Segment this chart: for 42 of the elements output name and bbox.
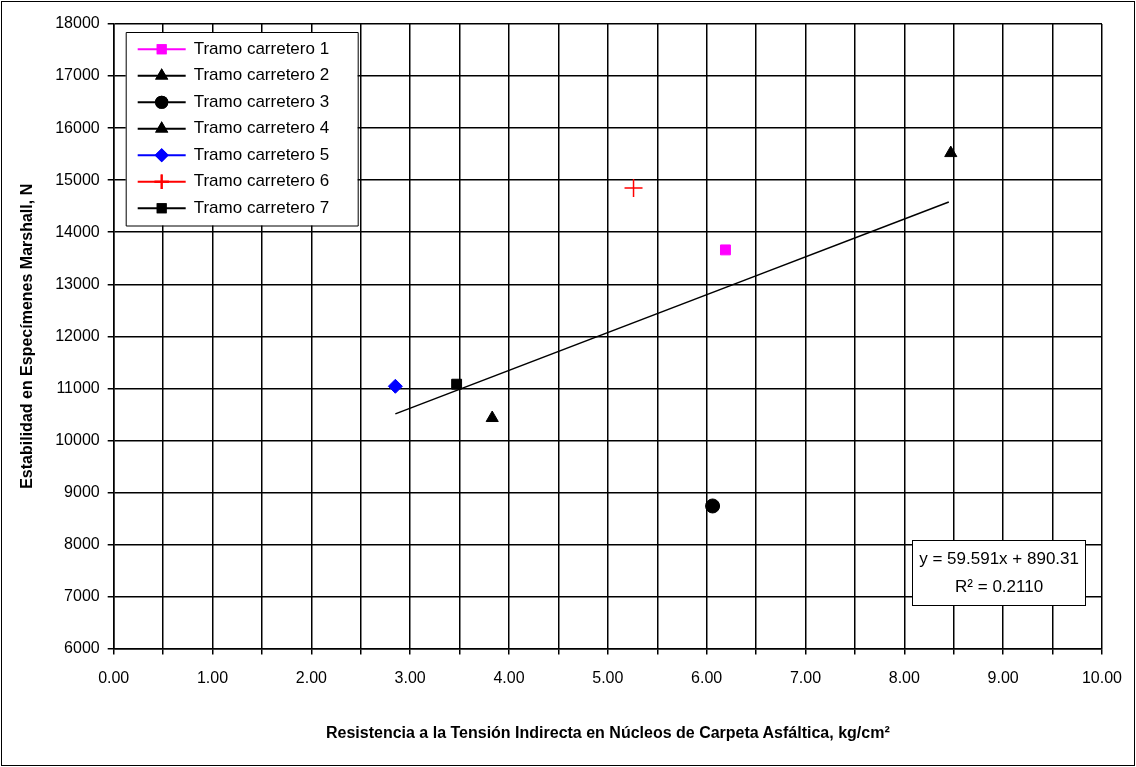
point xyxy=(944,145,958,158)
legend-label: Tramo carretero 7 xyxy=(193,197,330,217)
y-tick-label: 16000 xyxy=(55,118,100,136)
y-tick-label: 8000 xyxy=(64,534,100,552)
x-tick-label: 8.00 xyxy=(888,668,920,686)
x-tick-label: 3.00 xyxy=(394,668,426,686)
x-tick-label: 2.00 xyxy=(295,668,328,686)
y-tick-label: 13000 xyxy=(55,274,100,292)
y-tick-label: 17000 xyxy=(55,66,100,84)
x-tick-label: 0.00 xyxy=(98,668,130,686)
x-axis-title: Resistencia a la Tensión Indirecta en Núcleos de Carpeta Asfáltica, kg/cm² xyxy=(325,723,890,741)
x-tick-label: 6.00 xyxy=(691,668,723,686)
y-tick-label: 14000 xyxy=(55,222,100,240)
x-tick-label: 1.00 xyxy=(196,668,229,686)
legend-label: Tramo carretero 4 xyxy=(193,118,330,138)
point xyxy=(623,178,644,198)
annotation: y = 59.591x + 890.31 xyxy=(919,548,1079,570)
legend-label: Tramo carretero 5 xyxy=(193,144,330,164)
y-tick-label: 9000 xyxy=(64,482,100,500)
annotation: R² = 0.2110 xyxy=(954,576,1045,598)
point xyxy=(705,498,721,514)
x-tick-label: 10.00 xyxy=(1081,668,1123,686)
x-tick-label: 4.00 xyxy=(493,668,525,686)
legend-label: Tramo carretero 6 xyxy=(193,171,330,191)
point xyxy=(485,410,499,423)
x-tick-label: 9.00 xyxy=(987,668,1019,686)
x-tick-label: 5.00 xyxy=(592,668,624,686)
y-tick-label: 15000 xyxy=(55,170,100,188)
x-tick-label: 7.00 xyxy=(789,668,822,686)
y-axis-title: Estabilidad en Especímenes Marshall, N xyxy=(18,183,36,489)
point xyxy=(387,378,403,394)
y-tick-label: 11000 xyxy=(56,378,100,396)
legend-label: Tramo carretero 1 xyxy=(193,38,330,58)
y-tick-label: 12000 xyxy=(55,326,100,344)
y-tick-label: 10000 xyxy=(55,430,100,448)
legend-label: Tramo carretero 2 xyxy=(193,65,330,85)
y-tick-label: 7000 xyxy=(64,586,100,604)
y-tick-label: 18000 xyxy=(55,14,100,32)
y-tick-label: 6000 xyxy=(64,639,100,657)
point xyxy=(719,244,731,256)
legend-label: Tramo carretero 3 xyxy=(193,91,330,111)
point xyxy=(451,378,463,390)
